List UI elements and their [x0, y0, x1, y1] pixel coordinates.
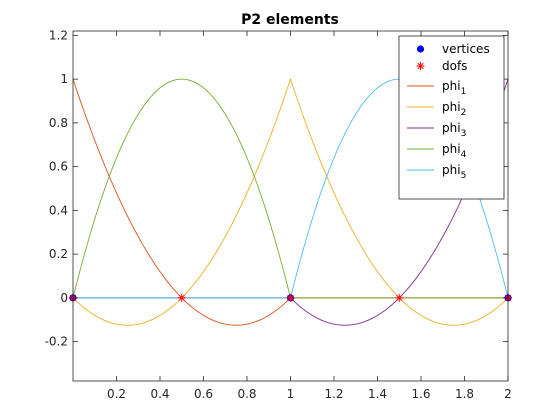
x-tick-label: 1.6 — [411, 387, 430, 401]
dof-marker — [178, 294, 186, 302]
y-tick-label: 0.4 — [49, 203, 68, 217]
x-tick-label: 1.2 — [324, 387, 343, 401]
dof-marker — [395, 294, 403, 302]
y-tick-label: 1.2 — [49, 28, 68, 42]
y-tick-label: 1 — [60, 72, 68, 86]
legend-vertices-label: vertices — [442, 42, 490, 56]
x-tick-label: 0.6 — [194, 387, 213, 401]
legend-dofs-label: dofs — [442, 59, 467, 73]
dof-marker — [287, 294, 295, 302]
y-tick-label: 0.8 — [49, 116, 68, 130]
x-tick-label: 1 — [287, 387, 295, 401]
legend-dofs-symbol — [417, 62, 425, 70]
y-tick-label: 0.2 — [49, 247, 68, 261]
x-tick-label: 0.8 — [237, 387, 256, 401]
chart-title: P2 elements — [241, 12, 339, 28]
y-tick-label: 0.6 — [49, 160, 68, 174]
x-tick-label: 0.2 — [107, 387, 126, 401]
y-tick-label: 0 — [60, 291, 68, 305]
x-tick-label: 2 — [504, 387, 512, 401]
y-tick-label: -0.2 — [45, 335, 68, 349]
x-tick-label: 1.8 — [455, 387, 474, 401]
x-tick-label: 0.4 — [150, 387, 169, 401]
x-tick-label: 1.4 — [368, 387, 387, 401]
legend-vertices-symbol — [417, 45, 424, 52]
